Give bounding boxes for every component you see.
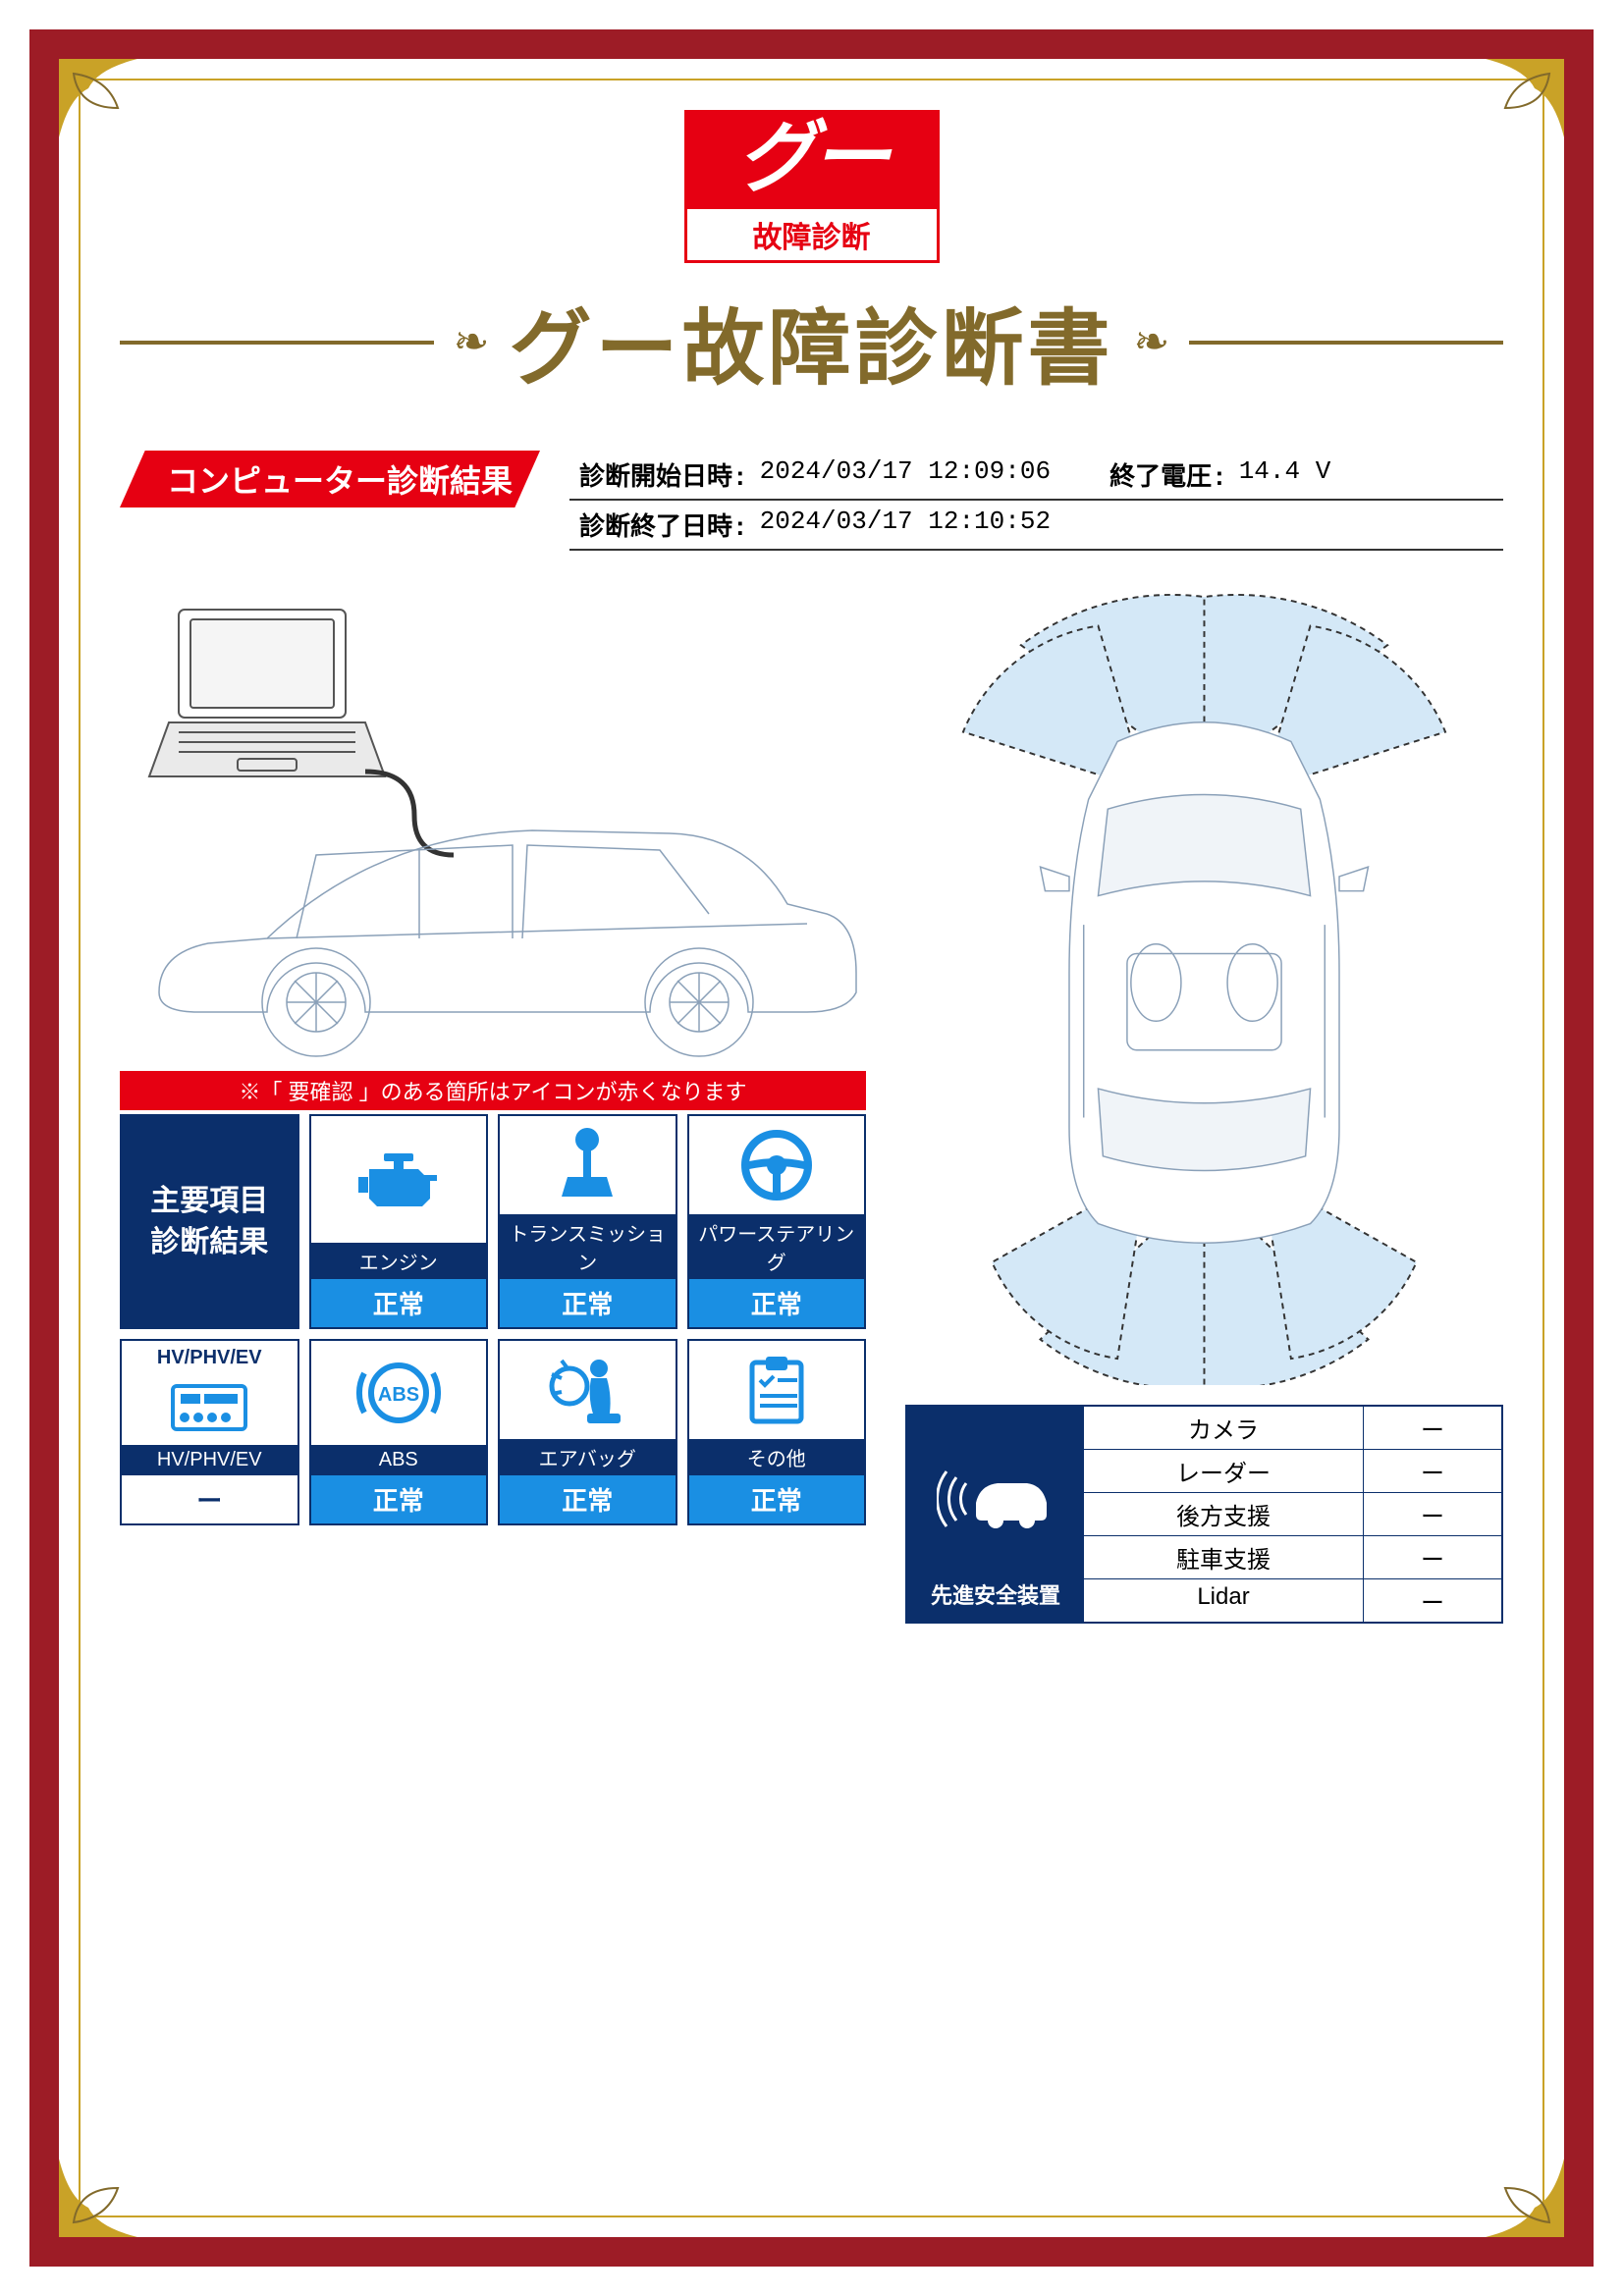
meta-block: 診断開始日時: 2024/03/17 12:09:06 終了電圧: 14.4 V 診… xyxy=(569,451,1503,551)
safety-row: カメラー xyxy=(1084,1407,1501,1450)
logo-bottom-text: 故障診断 xyxy=(687,209,937,260)
safety-row: レーダーー xyxy=(1084,1450,1501,1493)
diag-status: 正常 xyxy=(500,1279,676,1327)
safety-row: Lidarー xyxy=(1084,1579,1501,1622)
airbag-icon xyxy=(500,1341,676,1439)
content-area: グー 故障診断 ❧ グー故障診断書 ❧ コンピューター診断結果 診断開始日時: 2… xyxy=(81,80,1542,2216)
diagnostic-grid: 主要項目 診断結果 エンジン 正常 トランスミッション 正常 xyxy=(120,1114,866,1525)
notice-bar: ※「 要確認 」のある箇所はアイコンが赤くなります xyxy=(120,1071,866,1110)
safety-name: Lidar xyxy=(1084,1579,1364,1622)
diag-status: 正常 xyxy=(311,1279,487,1327)
hv-top-text: HV/PHV/EV xyxy=(122,1341,298,1369)
section-heading: コンピューター診断結果 xyxy=(120,451,540,507)
diag-label: パワーステアリング xyxy=(689,1214,865,1279)
diag-label: エンジン xyxy=(311,1243,487,1279)
abs-icon: ABS xyxy=(311,1341,487,1445)
flourish-left-icon: ❧ xyxy=(454,317,490,367)
diag-status: 正常 xyxy=(500,1475,676,1523)
safety-row: 駐車支援ー xyxy=(1084,1536,1501,1579)
car-sensor-icon xyxy=(937,1415,1055,1575)
diag-label: ABS xyxy=(311,1445,487,1475)
diag-cell-abs: ABS ABS 正常 xyxy=(309,1339,489,1525)
diag-cell-transmission: トランスミッション 正常 xyxy=(498,1114,677,1329)
safety-table-header: 先進安全装置 xyxy=(907,1407,1084,1622)
title-rule-left xyxy=(120,341,434,345)
diag-header-cell: 主要項目 診断結果 xyxy=(120,1114,299,1329)
diag-label: トランスミッション xyxy=(500,1214,676,1279)
diag-cell-other: その他 正常 xyxy=(687,1339,867,1525)
safety-value: ー xyxy=(1364,1536,1501,1578)
meta-line-1: 診断開始日時: 2024/03/17 12:09:06 終了電圧: 14.4 V xyxy=(569,451,1503,501)
start-time-value: 2024/03/17 12:09:06 xyxy=(760,456,1051,493)
safety-value: ー xyxy=(1364,1407,1501,1449)
svg-text:ABS: ABS xyxy=(378,1384,419,1406)
steering-icon xyxy=(689,1116,865,1214)
diag-status: ー xyxy=(122,1475,298,1523)
diag-status: 正常 xyxy=(689,1279,865,1327)
diagram-row: ※「 要確認 」のある箇所はアイコンが赤くなります 主要項目 診断結果 エンジン… xyxy=(120,580,1503,1624)
left-column: ※「 要確認 」のある箇所はアイコンが赤くなります 主要項目 診断結果 エンジン… xyxy=(120,580,866,1525)
right-column: 先進安全装置 カメラー レーダーー 後方支援ー 駐車支援ー Lidarー xyxy=(905,580,1503,1624)
diag-cell-airbag: エアバッグ 正常 xyxy=(498,1339,677,1525)
transmission-icon xyxy=(500,1116,676,1214)
inner-page: グー 故障診断 ❧ グー故障診断書 ❧ コンピューター診断結果 診断開始日時: 2… xyxy=(59,59,1564,2237)
hv-icon xyxy=(122,1369,298,1445)
safety-header-label: 先進安全装置 xyxy=(931,1575,1060,1614)
safety-rows: カメラー レーダーー 後方支援ー 駐車支援ー Lidarー xyxy=(1084,1407,1501,1622)
end-time-label: 診断終了日時: xyxy=(579,507,748,543)
safety-name: 後方支援 xyxy=(1084,1493,1364,1535)
safety-value: ー xyxy=(1364,1450,1501,1492)
title-row: ❧ グー故障診断書 ❧ xyxy=(120,283,1503,401)
safety-name: カメラ xyxy=(1084,1407,1364,1449)
clipboard-icon xyxy=(689,1341,865,1439)
section-header-row: コンピューター診断結果 診断開始日時: 2024/03/17 12:09:06 終… xyxy=(120,451,1503,551)
safety-table: 先進安全装置 カメラー レーダーー 後方支援ー 駐車支援ー Lidarー xyxy=(905,1405,1503,1624)
diag-label: エアバッグ xyxy=(500,1439,676,1475)
diag-label: その他 xyxy=(689,1439,865,1475)
engine-icon xyxy=(311,1116,487,1243)
voltage-value: 14.4 V xyxy=(1239,456,1331,493)
voltage-label: 終了電圧: xyxy=(1109,456,1227,493)
brand-logo: グー 故障診断 xyxy=(684,110,940,263)
logo-top-text: グー xyxy=(687,113,937,209)
diag-status: 正常 xyxy=(311,1475,487,1523)
diag-cell-hv: HV/PHV/EV HV/PHV/EV ー xyxy=(120,1339,299,1525)
car-side-diagram xyxy=(120,580,866,1071)
flourish-right-icon: ❧ xyxy=(1134,317,1170,367)
end-time-value: 2024/03/17 12:10:52 xyxy=(760,507,1051,543)
safety-name: 駐車支援 xyxy=(1084,1536,1364,1578)
diag-cell-steering: パワーステアリング 正常 xyxy=(687,1114,867,1329)
safety-name: レーダー xyxy=(1084,1450,1364,1492)
car-top-diagram xyxy=(905,580,1503,1385)
diag-header-text: 主要項目 診断結果 xyxy=(150,1181,268,1263)
page-title: グー故障診断書 xyxy=(510,283,1114,401)
safety-value: ー xyxy=(1364,1493,1501,1535)
safety-value: ー xyxy=(1364,1579,1501,1622)
meta-line-2: 診断終了日時: 2024/03/17 12:10:52 xyxy=(569,501,1503,551)
start-time-label: 診断開始日時: xyxy=(579,456,748,493)
diag-label: HV/PHV/EV xyxy=(122,1445,298,1475)
diag-status: 正常 xyxy=(689,1475,865,1523)
diag-cell-engine: エンジン 正常 xyxy=(309,1114,489,1329)
title-rule-right xyxy=(1189,341,1503,345)
safety-row: 後方支援ー xyxy=(1084,1493,1501,1536)
